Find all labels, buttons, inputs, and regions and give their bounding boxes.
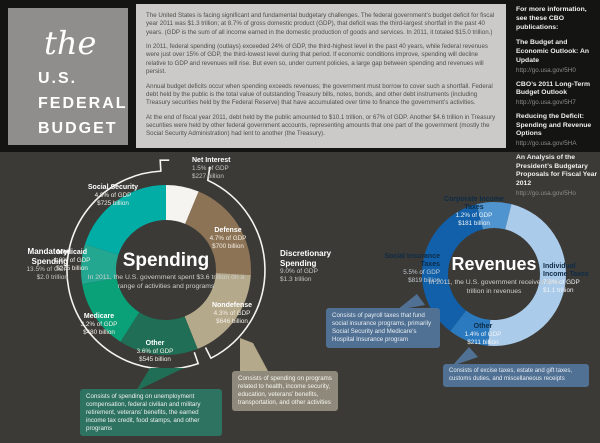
spending-label-defense: Defense 4.7% of GDP $700 billion	[209, 227, 247, 250]
spending-chart-title: Spending	[122, 250, 210, 271]
intro-paragraph: At the end of fiscal year 2011, debt hel…	[146, 113, 496, 138]
top-band: the U.S. FEDERAL BUDGET The United State…	[0, 0, 600, 197]
pointer-spending-other	[136, 368, 184, 391]
spending-segment-defense	[185, 191, 251, 276]
callout-pointer-triangles	[136, 294, 478, 391]
brand-title: U.S. FEDERAL BUDGET	[38, 66, 128, 141]
spending-group-label-discretionary: Discretionary Spending 9.0% of GDP $1.3 …	[280, 249, 332, 284]
publication-link[interactable]: http://go.usa.gov/5HA	[516, 139, 577, 147]
revenues-label-corporate-income-taxes: Corporate Income Taxes 1.2% of GDP $181 …	[444, 196, 504, 227]
revenues-segment-individual-income-taxes	[488, 204, 567, 346]
brand-script-the: the	[44, 24, 97, 62]
brand-panel: the U.S. FEDERAL BUDGET	[8, 8, 128, 145]
revenues-segment-other	[450, 310, 491, 346]
brand-title-line: BUDGET	[38, 120, 118, 137]
spending-segment-social-security	[85, 185, 166, 255]
publication-link[interactable]: http://go.usa.gov/5Ho	[516, 189, 576, 197]
spending-label-medicare: Medicare 3.2% of GDP $480 billion	[80, 313, 118, 336]
more-info-heading: For more information, see these CBO publ…	[516, 6, 587, 31]
brand-title-line: U.S.	[38, 70, 78, 87]
callout-spending-nondefense: Consists of spending on programs related…	[232, 371, 338, 411]
spending-label-medicaid: Medicaid 1.8% of GDP $275 billion	[53, 249, 91, 272]
pointer-revenues-other	[452, 347, 478, 366]
spending-segment-nondefense	[184, 272, 251, 349]
brand-title-line: FEDERAL	[38, 95, 128, 112]
publication-title: Reducing the Deficit: Spending and Reven…	[516, 112, 592, 138]
publication-item: Reducing the Deficit: Spending and Reven…	[516, 113, 598, 147]
revenues-segment-social-insurance-taxes	[421, 204, 483, 332]
revenues-segment-corporate-income-taxes	[476, 201, 512, 230]
spending-segment-medicare	[82, 278, 140, 342]
spending-group-label-mandatory: Mandatory Spending 13.5% of GDP $2.0 tri…	[26, 247, 68, 282]
spending-chart-subtitle: In 2011, the U.S. government spent $3.6 …	[87, 274, 245, 291]
revenues-chart-title: Revenues	[451, 254, 537, 274]
spending-label-social-security: Social Security 4.8% of GDP $725 billion	[87, 184, 139, 207]
publication-item: An Analysis of the President’s Budgetary…	[516, 154, 598, 197]
discretionary-spending-bracket	[204, 166, 266, 360]
spending-group-brackets	[66, 159, 266, 370]
spending-label-net-interest: Net Interest 1.5% of GDP $227 billion	[192, 157, 231, 180]
publication-link[interactable]: http://go.usa.gov/5H7	[516, 98, 576, 106]
revenues-label-social-insurance-taxes: Social Insurance Taxes 5.5% of GDP $819 …	[384, 253, 440, 284]
intro-paragraph: In 2011, federal spending (outlays) exce…	[146, 43, 489, 76]
publication-item: The Budget and Economic Outlook: An Upda…	[516, 39, 598, 73]
more-info-panel: For more information, see these CBO publ…	[516, 6, 598, 197]
revenues-label-individual-income-taxes: Individual Income Taxes 7.3% of GDP $1.1…	[543, 263, 589, 294]
revenues-donut-chart	[421, 201, 567, 346]
spending-segment-medicaid	[81, 244, 119, 284]
revenues-label-other: Other 1.4% of GDP $211 billion	[464, 323, 502, 346]
intro-paragraph: The United States is facing significant …	[146, 12, 495, 36]
publication-link[interactable]: http://go.usa.gov/5H0	[516, 66, 576, 74]
mandatory-spending-bracket	[66, 159, 200, 370]
spending-donut-chart	[81, 185, 251, 355]
callout-revenues-other: Consists of excise taxes, estate and gif…	[443, 364, 589, 388]
callout-spending-other: Consists of spending on unemployment com…	[80, 389, 222, 437]
revenues-chart-subtitle: In 2011, the U.S. government received $2…	[428, 279, 560, 296]
publication-title: CBO’s 2011 Long-Term Budget Outlook	[516, 80, 591, 97]
publication-title: The Budget and Economic Outlook: An Upda…	[516, 39, 590, 64]
spending-segment-net-interest	[166, 185, 199, 224]
callout-revenues-social-insurance: Consists of payroll taxes that fund soci…	[326, 308, 440, 348]
intro-paragraph: Annual budget deficits occur when spendi…	[146, 82, 493, 107]
pointer-spending-nondefense	[240, 338, 268, 371]
publication-title: An Analysis of the President’s Budgetary…	[516, 153, 598, 188]
spending-label-nondefense: Nondefense 4.3% of GDP $646 billion	[211, 302, 253, 325]
publication-item: CBO’s 2011 Long-Term Budget Outlook http…	[516, 81, 598, 106]
intro-text-panel: The United States is facing significant …	[136, 4, 506, 148]
pointer-revenues-social-insurance	[397, 294, 425, 310]
spending-label-other: Other 3.6% of GDP $545 billion	[136, 340, 174, 363]
spending-segment-other	[120, 312, 198, 355]
